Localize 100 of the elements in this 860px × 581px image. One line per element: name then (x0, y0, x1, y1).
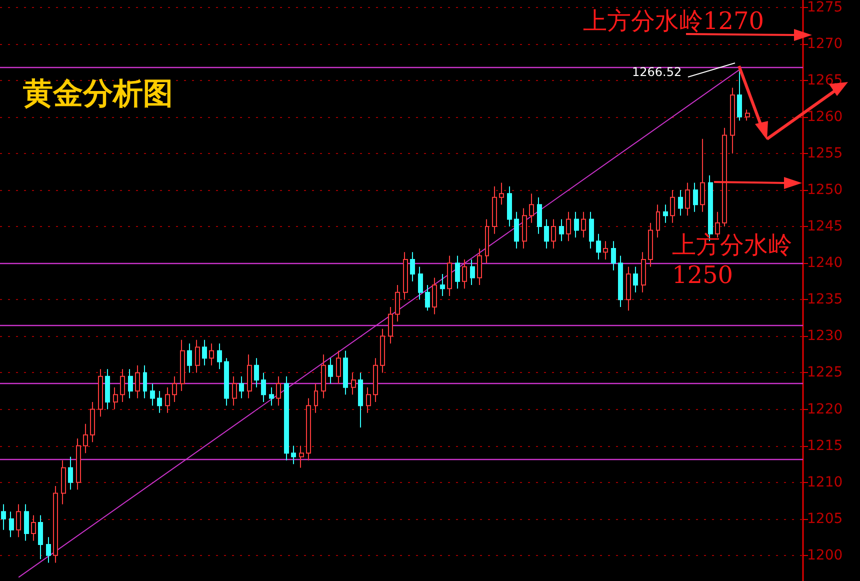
candlestick (626, 266, 631, 312)
candlestick (187, 342, 192, 374)
candlestick (499, 182, 504, 206)
candlestick (16, 504, 21, 538)
candlestick (90, 401, 95, 443)
y-tick-label: 1240 (807, 255, 843, 272)
candlestick (202, 339, 207, 366)
candlestick (395, 284, 400, 322)
candlestick (38, 514, 43, 560)
candlestick (596, 233, 601, 260)
candlestick (656, 204, 660, 238)
candlestick (544, 218, 549, 249)
candlestick (485, 218, 489, 264)
candlestick (648, 222, 653, 268)
candlestick (559, 218, 564, 242)
candlestick (737, 68, 742, 122)
candlestick (566, 211, 571, 242)
candlestick (76, 438, 81, 490)
annotation: 1266.52 (632, 65, 682, 80)
candlestick (306, 398, 311, 461)
candlestick (217, 342, 222, 370)
candlestick (239, 376, 244, 399)
candlestick (455, 255, 460, 290)
y-tick-label: 1205 (807, 510, 843, 527)
candlestick (670, 190, 675, 224)
candlestick (24, 504, 29, 542)
candlestick (618, 255, 623, 308)
candlestick (254, 358, 259, 388)
y-tick-label: 1260 (807, 108, 843, 125)
candlestick (165, 386, 170, 414)
candlestick (522, 208, 527, 249)
candlestick (61, 460, 66, 505)
candlestick (477, 248, 482, 286)
y-tick-label: 1270 (807, 36, 843, 52)
candlestick (291, 445, 296, 465)
y-tick-label: 1200 (807, 547, 843, 564)
candlestick (745, 109, 750, 122)
candlestick (574, 211, 579, 238)
candlestick (380, 328, 385, 374)
candlestick (507, 186, 512, 228)
annotation: 上方分水岭 (672, 231, 792, 259)
candlestick (150, 383, 155, 406)
candlestick (700, 138, 705, 212)
candlestick (105, 368, 110, 410)
candlestick (261, 372, 266, 402)
candlestick (641, 252, 646, 293)
candlestick (492, 186, 497, 234)
candlestick (440, 274, 445, 296)
candlestick (343, 350, 348, 396)
candlestick (83, 423, 88, 454)
candlestick (388, 306, 393, 344)
y-tick-label: 1215 (807, 438, 843, 454)
candlestick (336, 350, 341, 384)
candlestick (224, 358, 229, 406)
text: 黄金分析图 (23, 76, 173, 112)
candlestick (135, 364, 140, 399)
y-tick-label: 1225 (807, 364, 843, 381)
candlestick (514, 211, 519, 249)
candlestick (180, 339, 185, 392)
candlestick (537, 196, 542, 234)
candlestick (209, 342, 214, 366)
candlestick (299, 445, 304, 468)
candlestick (551, 218, 556, 249)
candlestick (284, 376, 289, 461)
candlestick (247, 354, 252, 399)
candlestick (633, 266, 638, 293)
candlestick (432, 277, 437, 315)
candlestick (425, 284, 430, 312)
candlestick (611, 240, 616, 271)
candlestick (157, 390, 162, 414)
candlestick (693, 182, 698, 212)
candlestick (172, 376, 177, 402)
y-tick-label: 1245 (807, 218, 843, 235)
candlestick (470, 258, 475, 286)
candlestick (53, 485, 58, 564)
candlestick (730, 87, 735, 154)
y-tick-label: 1275 (807, 0, 843, 16)
annotation: 上方分水岭1270 (583, 7, 764, 35)
candlestick (120, 368, 125, 402)
y-tick-label: 1250 (807, 182, 843, 198)
candlestick (462, 258, 467, 290)
candlestick (366, 386, 371, 414)
annotation: 1250 (672, 261, 734, 289)
candlestick (373, 358, 378, 402)
y-tick-label: 1255 (807, 145, 843, 162)
candlestick (581, 211, 586, 238)
y-tick-label: 1220 (807, 401, 843, 418)
candlestick (31, 514, 36, 542)
candlestick (351, 372, 356, 396)
y-tick-label: 1210 (807, 474, 843, 490)
candlestick (68, 456, 73, 490)
candlestick (276, 376, 281, 406)
candlestick (128, 368, 133, 399)
candlestick (328, 358, 333, 384)
candlestick (603, 240, 608, 260)
candlestick (314, 383, 318, 414)
candlestick (46, 536, 51, 564)
candlestick (1, 504, 6, 530)
candlestick (143, 364, 147, 399)
candlestick (678, 190, 683, 216)
